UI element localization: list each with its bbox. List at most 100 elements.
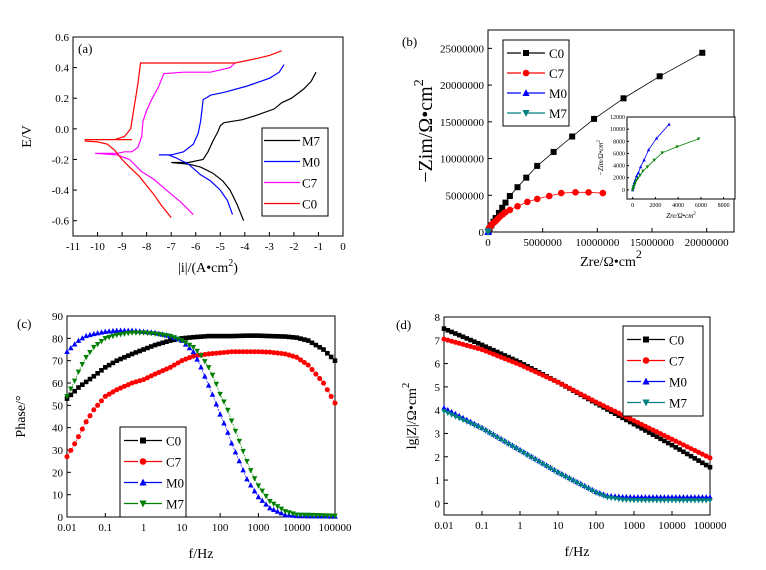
data-point-c0: [468, 337, 473, 343]
data-point-c7: [72, 441, 78, 447]
x-tick-label: 10: [176, 522, 188, 534]
data-point-c0: [145, 345, 150, 351]
legend-box: [119, 426, 187, 518]
data-point-c0: [72, 388, 77, 394]
data-point-c7: [152, 371, 158, 377]
legend-label: C0: [549, 46, 564, 61]
data-point-m0: [255, 493, 262, 500]
y-tick-label: 25000000: [440, 43, 485, 55]
data-point-m0: [267, 505, 273, 511]
data-point-c7: [106, 391, 112, 397]
inset-y-axis-label: −Zim/Ω•cm2: [597, 140, 605, 176]
data-point-c7: [98, 398, 104, 404]
data-point-c7: [236, 349, 242, 355]
data-point-c0: [156, 341, 162, 347]
y-tick-label: 0.6: [55, 32, 69, 44]
x-axis-label: |i|/(A•cm2): [178, 258, 238, 276]
data-point-m7: [156, 332, 162, 338]
legend-label: C0: [166, 434, 181, 449]
data-point-m7: [684, 498, 690, 504]
data-point-m7: [524, 453, 531, 459]
data-point-m7: [623, 497, 630, 504]
y-tick-label: 5: [435, 382, 441, 394]
data-point-c7: [680, 442, 686, 448]
data-point-c7: [525, 365, 531, 371]
data-point-m7: [692, 498, 698, 504]
data-point-c0: [487, 346, 492, 351]
data-point-m7: [91, 344, 97, 351]
data-point-m7: [209, 372, 216, 379]
data-point-c7: [129, 380, 135, 386]
data-point-c7: [532, 369, 538, 375]
y-tick-label: 0.0: [55, 124, 69, 136]
data-point-c0: [309, 340, 315, 346]
data-point-m7: [133, 330, 139, 336]
data-point-m7: [570, 478, 576, 484]
data-point-c7: [286, 352, 292, 358]
x-tick-label: 0.1: [475, 520, 489, 532]
inset-data-point-m0: [642, 158, 646, 162]
data-point-c7: [275, 350, 281, 356]
data-point-c0: [460, 334, 466, 340]
data-point-m7: [255, 483, 262, 489]
data-point-m7: [68, 386, 74, 392]
data-point-c7: [616, 410, 622, 416]
data-point-c7: [87, 413, 93, 419]
data-point-c7: [125, 382, 131, 388]
data-point-m7: [129, 330, 135, 336]
data-point-c0: [286, 334, 292, 340]
data-point-c0: [479, 342, 485, 348]
data-point-c7: [137, 378, 143, 384]
data-point-m0: [194, 356, 200, 362]
data-point-c0: [210, 333, 215, 339]
x-tick-label: 1: [141, 522, 147, 534]
y-tick-label: 0: [58, 512, 64, 524]
x-tick-label: 100: [588, 520, 605, 532]
data-point-m7: [452, 414, 459, 420]
legend-marker: [642, 357, 650, 364]
y-tick-label: 2: [435, 452, 441, 464]
data-point-m7: [532, 457, 538, 463]
y-tick-label: 0.4: [55, 63, 69, 75]
legend-item: C7: [264, 176, 318, 191]
data-point-c0: [279, 334, 284, 339]
data-point-m7: [148, 331, 154, 337]
x-tick-label: 0.1: [98, 522, 112, 534]
data-point-c7: [328, 393, 334, 399]
data-point-m0: [209, 391, 216, 397]
data-point-c0: [102, 365, 108, 370]
x-tick-label: 100000: [694, 520, 728, 532]
legend-item: M7: [507, 106, 568, 121]
legend-marker: [140, 437, 146, 444]
legend-marker: [522, 110, 530, 117]
legend-label: M7: [549, 106, 568, 121]
data-point-c7: [305, 362, 311, 368]
data-point-m0: [190, 348, 197, 354]
data-point-m7: [650, 498, 656, 504]
x-tick-label: 1000: [623, 520, 646, 532]
data-point-c7: [449, 338, 455, 344]
data-point-c0: [464, 336, 470, 341]
data-point-m7: [498, 437, 504, 443]
data-point-c0: [110, 360, 116, 366]
legend-marker: [522, 69, 530, 77]
y-tick-label: -0.2: [52, 154, 69, 166]
data-point-c7: [252, 349, 258, 355]
x-axis-label: f/Hz: [189, 547, 214, 562]
data-point-c7: [517, 362, 523, 368]
data-point-c0: [325, 350, 330, 356]
inset-data-point-m7: [634, 179, 638, 183]
data-point-c0: [160, 340, 166, 346]
data-point-c7: [114, 387, 120, 393]
data-point-c7: [290, 353, 296, 359]
data-point-c0: [523, 174, 530, 181]
x-tick-label: -10: [90, 241, 105, 253]
data-point-m7: [328, 513, 334, 519]
y-tick-label: 70: [52, 356, 64, 368]
data-point-c0: [198, 334, 204, 339]
data-point-c0: [206, 333, 211, 339]
plot-frame: [72, 36, 344, 237]
panel-label: (c): [17, 316, 31, 331]
data-point-c0: [692, 456, 698, 461]
data-point-c7: [490, 351, 496, 357]
